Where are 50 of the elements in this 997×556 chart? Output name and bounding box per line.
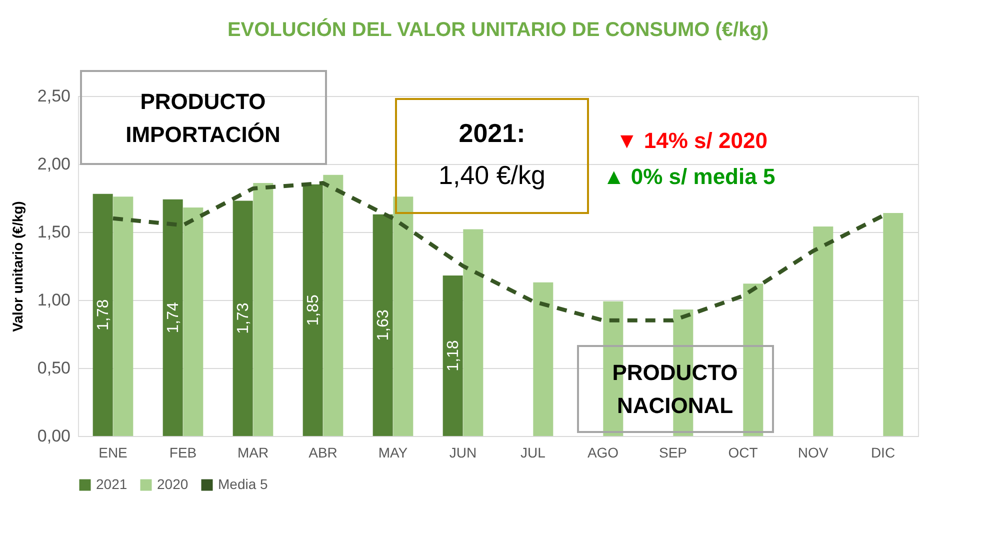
bar	[442, 276, 463, 436]
x-tick-label: JUL	[520, 444, 546, 460]
y-tick-label: 2,50	[37, 86, 70, 106]
y-tick-label: 0,50	[37, 358, 70, 378]
x-tick-label: SEP	[658, 444, 688, 460]
annotation: PRODUCTO NACIONAL	[612, 360, 738, 418]
data-label: 1,74	[164, 302, 182, 334]
x-tick-label: JUN	[449, 444, 477, 460]
data-label: 1,78	[94, 299, 112, 331]
legend-label: Media 5	[218, 476, 268, 492]
bar	[183, 208, 204, 436]
y-tick-label: 2,00	[37, 154, 70, 174]
x-tick-label: FEB	[169, 444, 197, 460]
annotation: ▼ 14% s/ 2020	[616, 128, 768, 153]
data-label: 1,18	[444, 340, 462, 372]
legend-label: 2021	[96, 476, 128, 492]
bar	[113, 196, 134, 436]
x-tick-label: ABR	[308, 444, 338, 460]
bar	[232, 200, 253, 436]
x-tick-label: NOV	[798, 444, 829, 460]
x-tick-label: AGO	[587, 444, 619, 460]
y-tick-label: 1,50	[37, 222, 70, 242]
chart-title: EVOLUCIÓN DEL VALOR UNITARIO DE CONSUMO (€/kg)	[227, 18, 769, 41]
x-tick-label: OCT	[728, 444, 758, 460]
data-label: 1,73	[234, 302, 252, 334]
annotation: ▲ 0% s/ media 5	[603, 164, 776, 189]
bar	[743, 284, 764, 436]
y-tick-label: 1,00	[37, 290, 70, 310]
bar	[253, 183, 274, 436]
bar	[323, 174, 344, 436]
bar	[92, 194, 113, 436]
data-label: 1,85	[304, 294, 322, 326]
x-tick-label: DIC	[870, 444, 896, 460]
annotation: 2021: 1,40 €/kg	[438, 118, 546, 190]
bar	[162, 199, 183, 436]
bar	[302, 184, 323, 436]
annotation: PRODUCTO IMPORTACIÓN	[126, 89, 280, 147]
bar	[813, 226, 834, 436]
bar	[463, 229, 484, 436]
x-tick-label: ENE	[98, 444, 128, 460]
y-tick-label: 0,00	[37, 426, 70, 446]
x-tick-label: MAR	[237, 444, 269, 460]
bar	[372, 214, 393, 436]
y-axis-title: Valor unitario (€/kg)	[9, 201, 26, 332]
bar	[883, 212, 904, 436]
bar	[393, 196, 414, 436]
legend-label: 2020	[157, 476, 188, 492]
data-label: 1,63	[374, 309, 392, 341]
x-tick-label: MAY	[378, 444, 408, 460]
bar	[533, 282, 554, 436]
